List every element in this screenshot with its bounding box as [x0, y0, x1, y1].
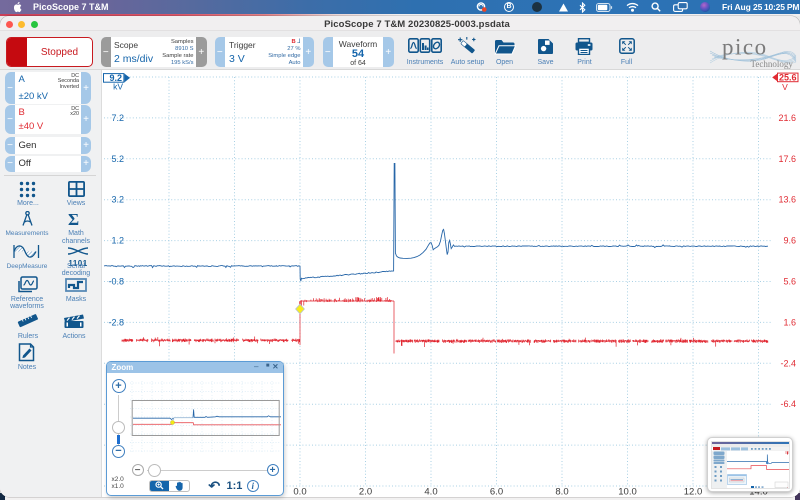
svg-text:25.6: 25.6 [779, 72, 797, 82]
svg-text:-6.4: -6.4 [780, 399, 796, 409]
svg-text:21.6: 21.6 [778, 113, 796, 123]
svg-text:-0.8: -0.8 [108, 277, 124, 287]
svg-text:12.0: 12.0 [684, 487, 703, 497]
svg-text:2.0: 2.0 [359, 487, 372, 497]
svg-text:V: V [782, 82, 788, 92]
svg-text:1.6: 1.6 [783, 317, 796, 327]
svg-text:17.6: 17.6 [778, 154, 796, 164]
svg-text:-2.8: -2.8 [108, 317, 124, 327]
svg-text:8.0: 8.0 [555, 487, 568, 497]
svg-text:5.2: 5.2 [111, 154, 124, 164]
svg-text:6.0: 6.0 [490, 487, 503, 497]
svg-text:Technology: Technology [751, 59, 794, 69]
svg-text:-2.4: -2.4 [780, 358, 796, 368]
svg-text:5.6: 5.6 [783, 277, 796, 287]
svg-text:kV: kV [113, 82, 123, 92]
svg-text:3.2: 3.2 [111, 195, 124, 205]
svg-text:9.2: 9.2 [109, 73, 122, 83]
svg-text:pico: pico [722, 35, 768, 60]
svg-text:0.0: 0.0 [293, 487, 306, 497]
svg-text:1.2: 1.2 [111, 236, 124, 246]
svg-text:9.6: 9.6 [783, 236, 796, 246]
svg-text:13.6: 13.6 [778, 195, 796, 205]
svg-text:7.2: 7.2 [111, 113, 124, 123]
svg-text:10.0: 10.0 [618, 487, 637, 497]
svg-text:4.0: 4.0 [424, 487, 437, 497]
